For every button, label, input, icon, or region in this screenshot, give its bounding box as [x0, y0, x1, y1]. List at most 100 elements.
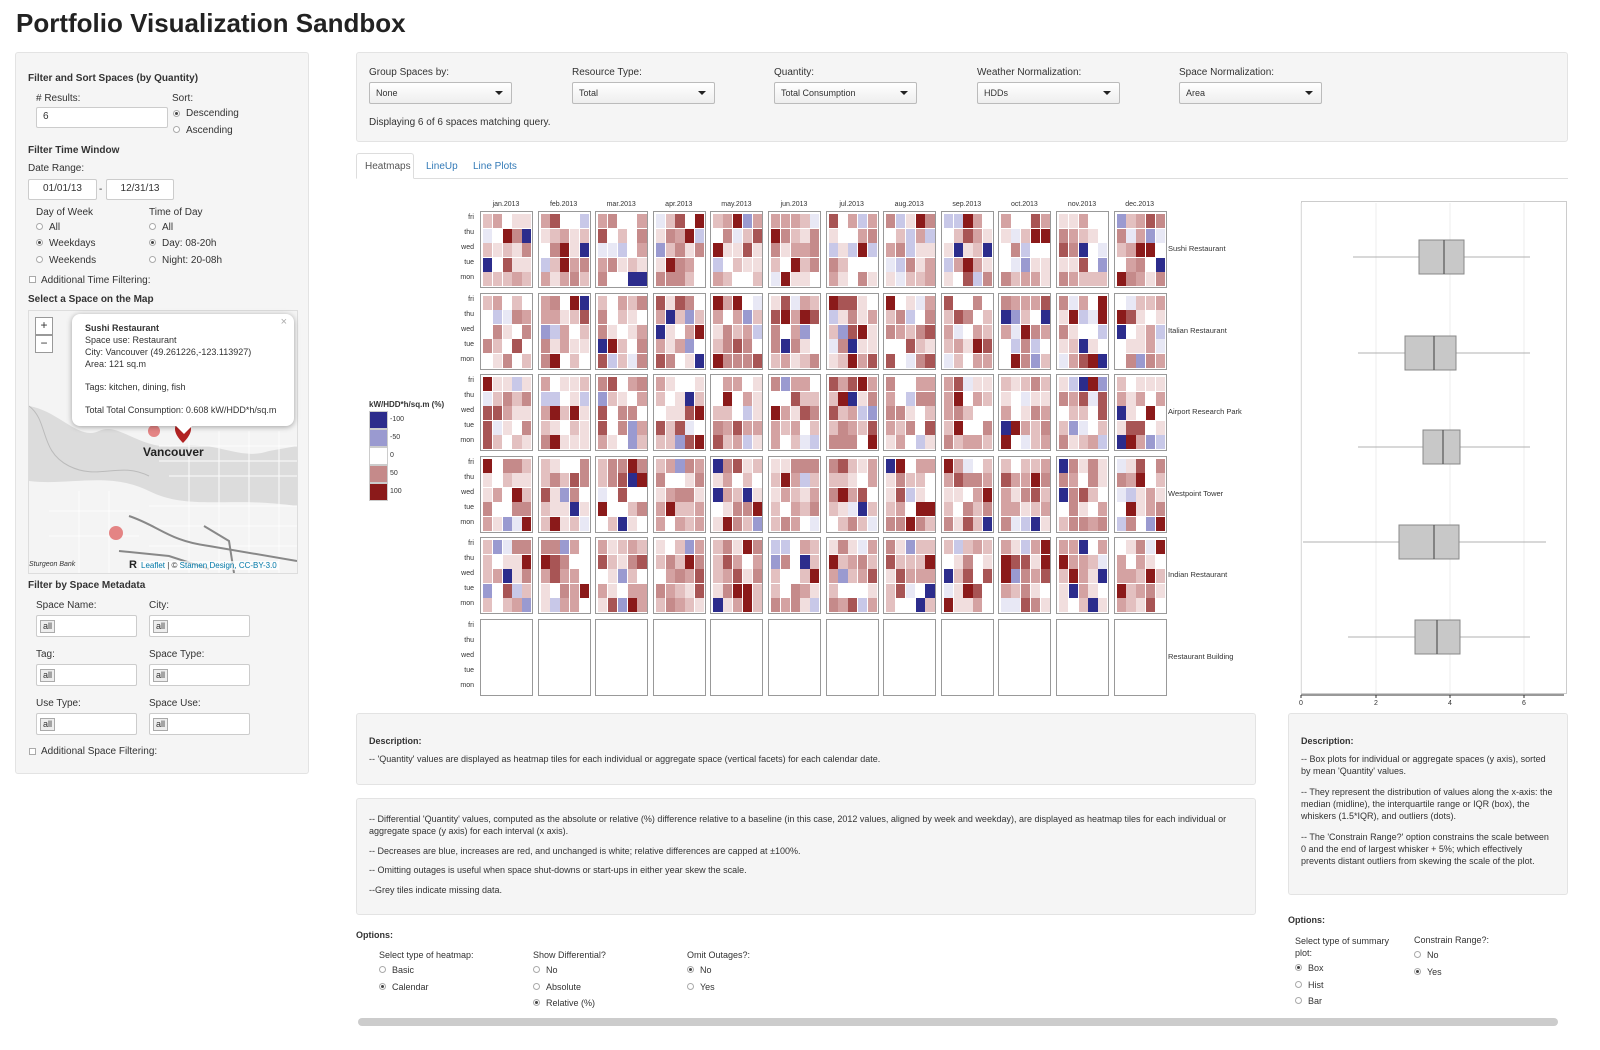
heatmap-tile[interactable]	[1040, 435, 1050, 450]
heatmap-tile[interactable]	[1040, 295, 1050, 310]
heatmap-tile[interactable]	[483, 554, 493, 569]
heatmap-tile[interactable]	[492, 243, 502, 258]
heatmap-tile[interactable]	[1030, 243, 1040, 258]
heatmap-tile[interactable]	[1098, 554, 1108, 569]
heatmap-tile[interactable]	[953, 324, 963, 339]
heatmap-tile[interactable]	[723, 353, 733, 368]
heatmap-tile[interactable]	[723, 502, 733, 517]
heatmap-tile[interactable]	[1001, 420, 1011, 435]
heatmap-tile[interactable]	[943, 391, 953, 406]
heatmap-tile[interactable]	[828, 554, 838, 569]
heatmap-tile[interactable]	[1155, 406, 1165, 421]
heatmap-tile[interactable]	[579, 377, 589, 391]
heatmap-tile[interactable]	[713, 598, 723, 613]
heatmap-tile[interactable]	[973, 214, 983, 228]
heatmap-tile[interactable]	[752, 540, 762, 554]
heatmap-tile[interactable]	[1078, 621, 1088, 636]
heatmap-tile[interactable]	[963, 636, 973, 651]
heatmap-tile[interactable]	[1136, 243, 1146, 258]
heatmap-tile[interactable]	[982, 583, 993, 598]
heatmap-tile[interactable]	[522, 665, 532, 680]
heatmap-tile[interactable]	[732, 621, 743, 636]
heatmap-tile[interactable]	[694, 679, 705, 694]
heatmap-tile[interactable]	[752, 272, 762, 287]
heatmap-tile[interactable]	[867, 243, 877, 258]
heatmap-tile[interactable]	[1145, 324, 1156, 339]
heatmap-tile[interactable]	[1136, 679, 1146, 694]
heatmap-tile[interactable]	[1145, 458, 1156, 473]
heatmap-tile[interactable]	[1126, 435, 1136, 450]
heatmap-tile[interactable]	[637, 295, 647, 310]
heatmap-tile[interactable]	[685, 621, 695, 636]
heatmap-tile[interactable]	[973, 406, 983, 421]
heatmap-tile[interactable]	[617, 420, 627, 435]
heatmap-tile[interactable]	[483, 679, 493, 694]
heatmap-tile[interactable]	[973, 665, 983, 680]
heatmap-tile[interactable]	[742, 272, 752, 287]
heatmap-tile[interactable]	[627, 406, 637, 421]
heatmap-tile[interactable]	[895, 598, 906, 613]
heatmap-tile[interactable]	[560, 554, 570, 569]
heatmap-tile[interactable]	[492, 665, 502, 680]
heatmap-tile[interactable]	[1040, 353, 1050, 368]
heatmap-tile[interactable]	[867, 583, 877, 598]
heatmap-tile[interactable]	[800, 435, 810, 450]
outages-yes-radio[interactable]	[687, 983, 694, 990]
heatmap-tile[interactable]	[1059, 598, 1069, 613]
heatmap-tile[interactable]	[560, 228, 570, 243]
heatmap-tile[interactable]	[512, 458, 522, 473]
heatmap-tile[interactable]	[1126, 554, 1136, 569]
heatmap-tile[interactable]	[665, 636, 675, 651]
heatmap-tile[interactable]	[742, 569, 752, 584]
heatmap-tile[interactable]	[1126, 583, 1136, 598]
heatmap-tile[interactable]	[1040, 665, 1050, 680]
heatmap-tile[interactable]	[867, 473, 877, 488]
heatmap-tile[interactable]	[915, 569, 925, 584]
heatmap-tile[interactable]	[742, 554, 752, 569]
heatmap-tile[interactable]	[1040, 679, 1050, 694]
heatmap-tile[interactable]	[522, 554, 532, 569]
heatmap-tile[interactable]	[1078, 665, 1088, 680]
heatmap-tile[interactable]	[828, 569, 838, 584]
heatmap-tile[interactable]	[857, 310, 868, 325]
heatmap-tile[interactable]	[512, 272, 522, 287]
heatmap-tile[interactable]	[675, 295, 685, 310]
heatmap-tile[interactable]	[723, 310, 733, 325]
heatmap-tile[interactable]	[752, 598, 762, 613]
heatmap-tile[interactable]	[810, 420, 820, 435]
heatmap-tile[interactable]	[1098, 569, 1108, 584]
heatmap-tile[interactable]	[1145, 598, 1156, 613]
tab-line-plots[interactable]: Line Plots	[473, 161, 517, 172]
heatmap-tile[interactable]	[982, 621, 993, 636]
heatmap-tile[interactable]	[637, 272, 647, 287]
heatmap-tile[interactable]	[732, 214, 743, 228]
heatmap-tile[interactable]	[569, 665, 580, 680]
heatmap-tile[interactable]	[838, 310, 848, 325]
heatmap-tile[interactable]	[867, 636, 877, 651]
heatmap-tile[interactable]	[617, 583, 627, 598]
heatmap-tile[interactable]	[915, 339, 925, 354]
heatmap-tile[interactable]	[943, 473, 953, 488]
heatmap-tile[interactable]	[828, 679, 838, 694]
heatmap-tile[interactable]	[857, 487, 868, 502]
heatmap-tile[interactable]	[617, 621, 627, 636]
tag-input[interactable]: all	[36, 664, 137, 686]
heatmap-tile[interactable]	[550, 295, 560, 310]
heatmap-tile[interactable]	[953, 420, 963, 435]
heatmap-tile[interactable]	[1001, 554, 1011, 569]
heatmap-tile[interactable]	[502, 339, 512, 354]
heatmap-tile[interactable]	[848, 458, 858, 473]
heatmap-tile[interactable]	[685, 665, 695, 680]
heatmap-tile[interactable]	[800, 339, 810, 354]
heatmap-tile[interactable]	[1078, 473, 1088, 488]
heatmap-tile[interactable]	[848, 473, 858, 488]
heatmap-tile[interactable]	[1068, 636, 1078, 651]
heatmap-tile[interactable]	[886, 650, 896, 665]
heatmap-tile[interactable]	[617, 458, 627, 473]
heatmap-tile[interactable]	[905, 310, 915, 325]
heatmap-tile[interactable]	[522, 540, 532, 554]
heatmap-tile[interactable]	[1136, 272, 1146, 287]
heatmap-tile[interactable]	[483, 214, 493, 228]
heatmap-tile[interactable]	[1040, 569, 1050, 584]
heatmap-tile[interactable]	[1078, 228, 1088, 243]
